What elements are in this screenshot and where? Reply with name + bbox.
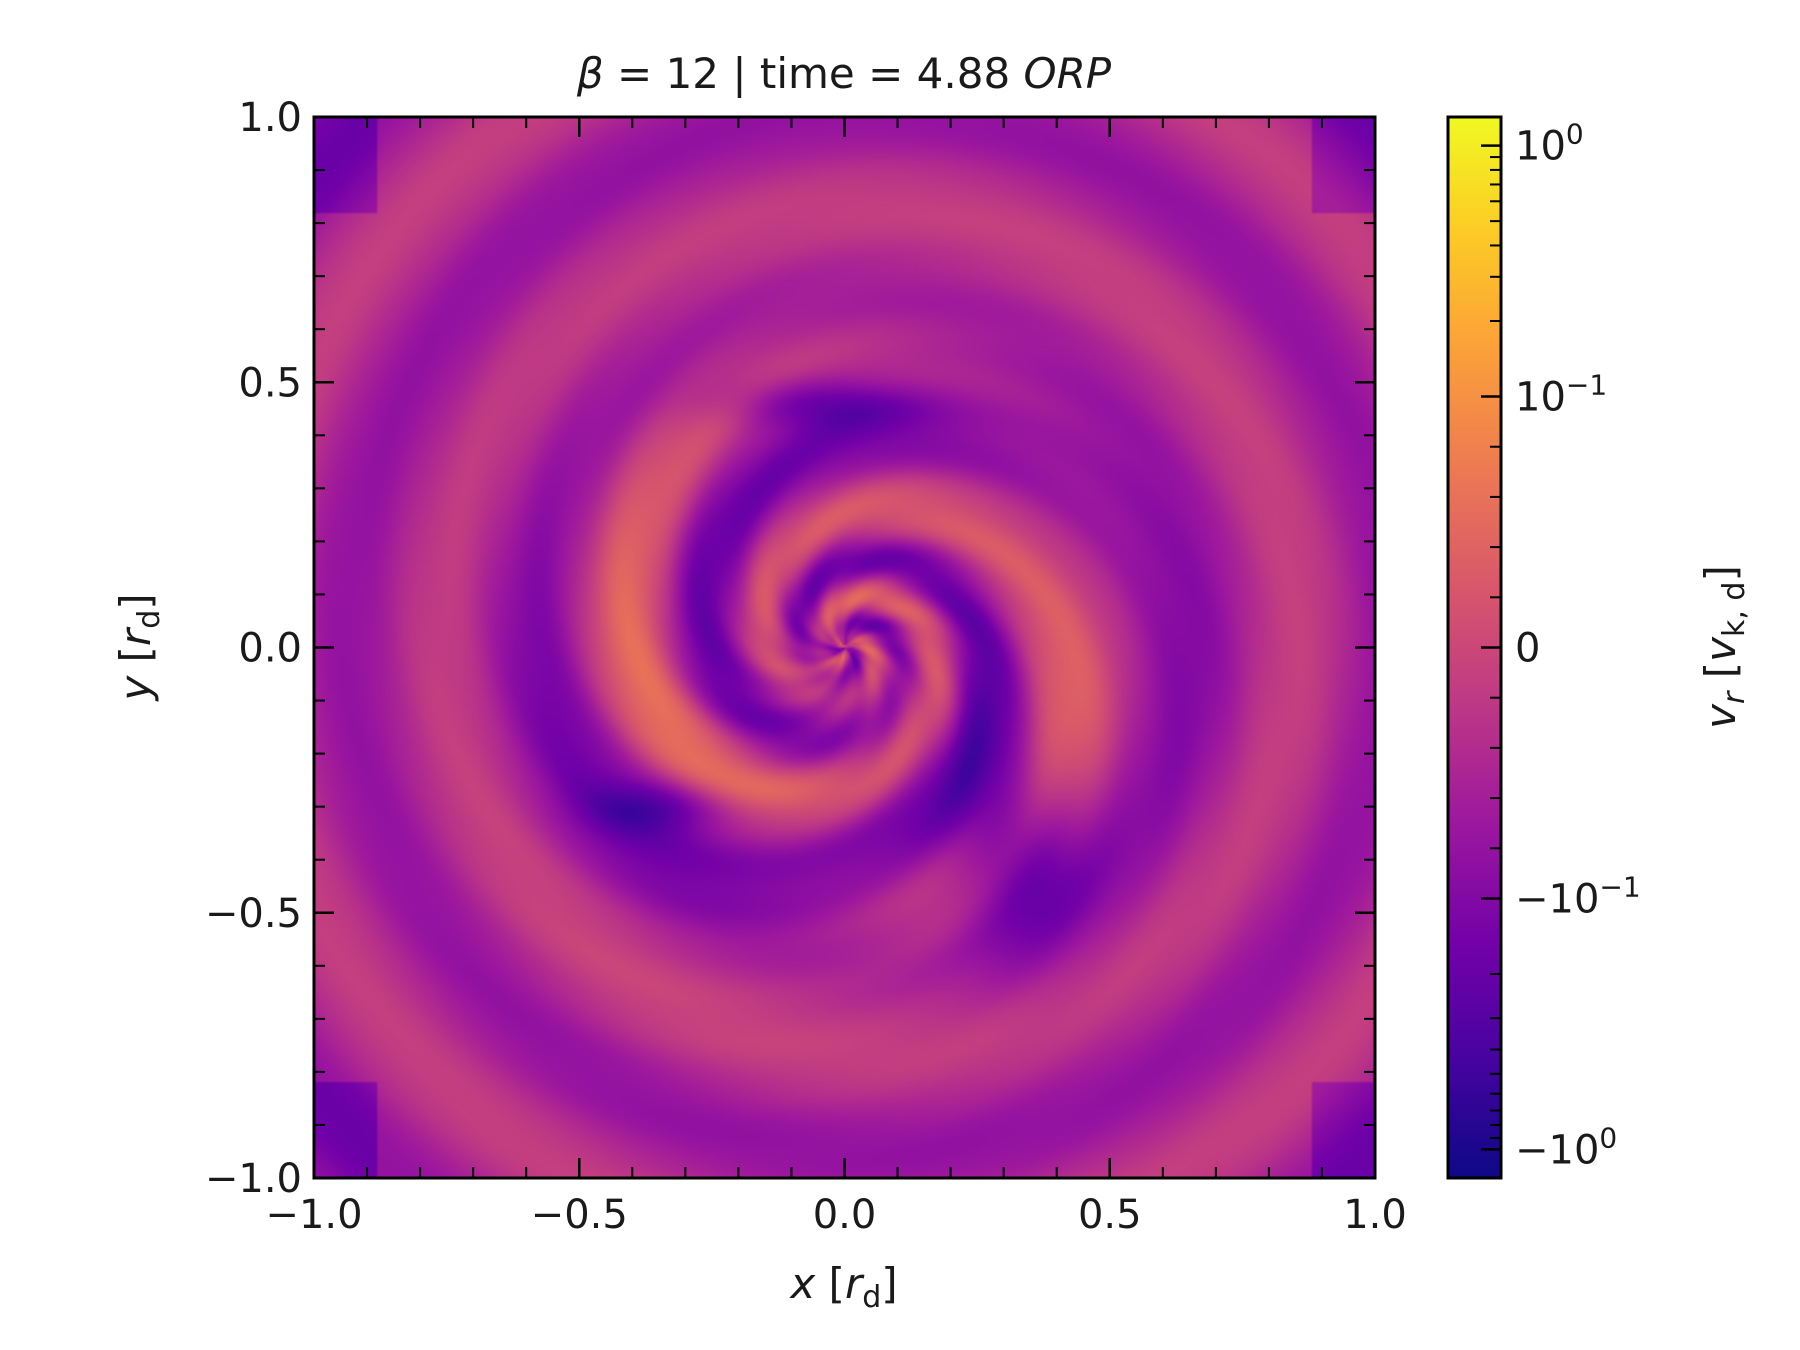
colorbar-tick-label: 0 (1515, 626, 1540, 672)
colorbar-tick-label: 100 (1515, 118, 1584, 170)
y-tick-label: 0.0 (238, 626, 302, 672)
x-axis-ticks: −1.0 −0.5 0.0 0.5 1.0 (265, 117, 1407, 1238)
colorbar-tick-label: −100 (1515, 1121, 1617, 1173)
y-axis-ticks: −1.0 −0.5 0.0 0.5 1.0 (205, 95, 1375, 1202)
x-axis-label: x [rd] (788, 1259, 897, 1315)
colorbar-tick-label: 10−1 (1515, 369, 1607, 421)
x-tick-label: −1.0 (265, 1192, 362, 1238)
x-tick-label: 0.0 (813, 1192, 877, 1238)
x-tick-label: 1.0 (1343, 1192, 1407, 1238)
y-tick-label: 0.5 (238, 360, 302, 406)
y-tick-label: −0.5 (205, 891, 302, 937)
colorbar-tick-label: −10−1 (1515, 870, 1641, 922)
colorbar (1446, 115, 1503, 1180)
y-tick-label: −1.0 (205, 1156, 302, 1202)
x-tick-label: −0.5 (531, 1192, 628, 1238)
chart-title: β = 12 | time = 4.88 ORP (576, 49, 1112, 98)
colorbar-ticks: 100 10−1 0 −10−1 −100 (1481, 118, 1641, 1173)
x-tick-label: 0.5 (1078, 1192, 1142, 1238)
colorbar-label: vr [vk, d] (1696, 565, 1752, 729)
plot-area (314, 117, 1375, 1178)
y-axis-label: y [rd] (111, 593, 167, 702)
y-tick-label: 1.0 (238, 95, 302, 141)
velocity-heatmap (314, 117, 1375, 1178)
